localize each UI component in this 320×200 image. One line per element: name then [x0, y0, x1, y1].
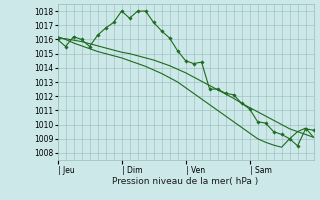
X-axis label: Pression niveau de la mer( hPa ): Pression niveau de la mer( hPa ) [112, 177, 259, 186]
